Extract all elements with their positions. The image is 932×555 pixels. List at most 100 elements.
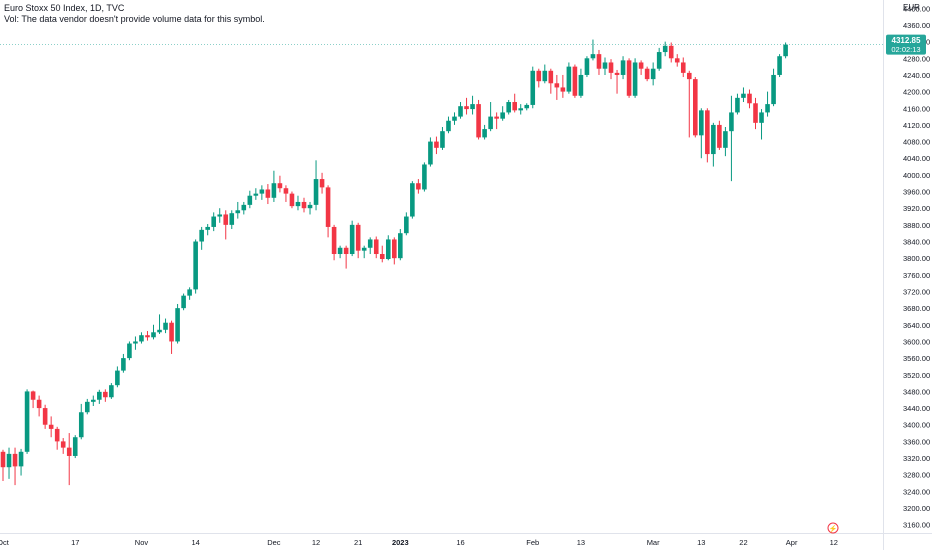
candle-body: [494, 116, 499, 119]
candle-123: [741, 87, 746, 103]
candle-42: [253, 188, 259, 200]
candle-body: [145, 335, 150, 338]
candle-84: [506, 99, 511, 115]
candle-31: [187, 287, 192, 300]
candle-body: [548, 70, 554, 84]
x-tick-label-11: Mar: [647, 538, 660, 547]
candle-46: [277, 175, 283, 193]
candle-body: [109, 385, 114, 398]
candle-body: [97, 391, 102, 400]
candle-69: [416, 179, 421, 194]
candle-64: [385, 235, 391, 261]
candle-body: [584, 58, 590, 75]
candle-122: [735, 93, 740, 115]
candle-body: [656, 52, 662, 69]
candle-0: [0, 449, 6, 481]
y-tick-label-0: 3160.00: [903, 521, 930, 530]
candle-body: [644, 68, 650, 80]
candle-100: [602, 57, 608, 75]
candle-body: [759, 112, 764, 123]
candle-body: [199, 229, 204, 242]
candle-48: [289, 191, 295, 209]
svg-text:⚡: ⚡: [829, 524, 838, 533]
candle-body: [193, 241, 198, 290]
candle-24: [145, 331, 150, 341]
candle-body: [693, 79, 698, 136]
price-axis[interactable]: 3160.00 3200.00 3240.00 3280.00 3320.00 3360.…: [903, 4, 930, 529]
candle-body: [48, 424, 54, 429]
candle-111: [668, 42, 674, 63]
candle-body: [235, 210, 241, 214]
candle-body: [572, 66, 578, 96]
candle-23: [139, 332, 144, 344]
candle-body: [301, 201, 307, 209]
candle-body: [163, 322, 168, 330]
candle-body: [518, 108, 524, 111]
candle-body: [596, 54, 602, 69]
candle-89: [536, 68, 542, 88]
y-tick-label-30: 4360.00: [903, 21, 930, 30]
symbol-title: Euro Stoxx 50 Index, 1D, TVC: [4, 3, 125, 13]
candle-40: [241, 201, 247, 215]
candle-5: [30, 390, 36, 409]
candle-body: [729, 112, 734, 132]
candle-body: [151, 332, 156, 338]
candle-10: [60, 438, 66, 454]
candle-body: [241, 204, 247, 211]
candle-7: [42, 404, 48, 429]
candle-body: [24, 391, 30, 452]
time-axis[interactable]: Oct 17 Nov 14 Dec 12 21 2023 16 Feb 13 Mar 13 22 Apr 12: [0, 538, 838, 547]
candle-body: [121, 358, 126, 371]
candle-body: [6, 453, 12, 468]
timezone-icon[interactable]: ⚡: [827, 522, 839, 534]
candle-9: [54, 426, 60, 450]
candle-body: [271, 183, 277, 198]
candle-60: [361, 245, 367, 259]
candle-body: [705, 110, 710, 155]
candle-body: [325, 187, 331, 227]
candle-2: [12, 447, 18, 486]
candle-body: [181, 295, 186, 309]
candle-body: [536, 70, 542, 82]
candle-body: [392, 239, 397, 259]
candle-body: [614, 72, 620, 75]
x-tick-label-7: 2023: [392, 538, 409, 547]
candle-63: [379, 245, 385, 263]
candle-body: [560, 87, 566, 92]
candle-body: [331, 226, 337, 255]
candle-body: [482, 129, 487, 138]
candle-body: [319, 179, 325, 188]
candle-50: [301, 197, 307, 213]
candle-body: [783, 44, 788, 57]
candle-body: [175, 308, 180, 342]
candle-21: [127, 341, 132, 361]
candle-38: [229, 210, 235, 230]
candle-66: [398, 229, 403, 261]
y-tick-label-20: 3960.00: [903, 188, 930, 197]
candle-body: [717, 124, 722, 148]
y-tick-label-17: 3840.00: [903, 238, 930, 247]
y-tick-label-14: 3720.00: [903, 287, 930, 296]
candle-86: [518, 104, 524, 115]
candle-body: [72, 437, 78, 456]
candle-15: [91, 395, 96, 406]
candle-125: [753, 97, 758, 130]
candle-65: [392, 237, 397, 265]
candle-55: [331, 224, 337, 261]
candle-103: [620, 56, 626, 80]
candle-59: [355, 222, 361, 259]
candle-96: [578, 68, 584, 98]
candle-128: [771, 68, 776, 107]
candle-body: [464, 106, 469, 110]
candle-90: [542, 64, 548, 84]
candle-76: [458, 102, 463, 119]
candle-80: [482, 124, 487, 140]
candle-body: [711, 124, 716, 155]
y-tick-label-28: 4280.00: [903, 54, 930, 63]
y-tick-label-27: 4240.00: [903, 71, 930, 80]
candle-body: [662, 45, 668, 53]
candle-body: [476, 104, 481, 138]
candle-body: [765, 104, 770, 113]
